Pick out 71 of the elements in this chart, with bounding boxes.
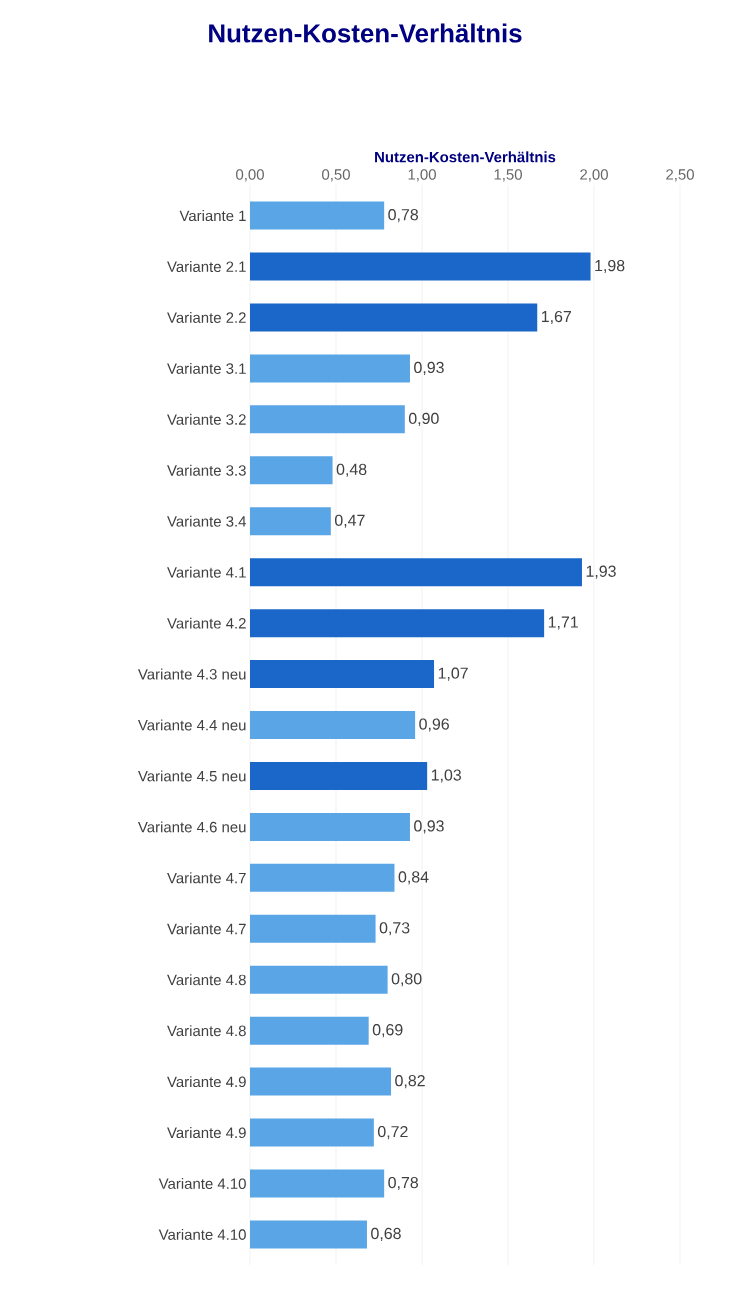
y-tick-label: Variante 4.9 <box>167 1127 246 1139</box>
y-tick-label: Variante 4.5 neu <box>137 770 246 782</box>
bar <box>250 914 376 943</box>
bar <box>250 711 416 740</box>
y-tick-label: Variante 3.2 <box>167 413 246 425</box>
chart-title: Nutzen-Kosten-Verhältnis <box>209 23 522 43</box>
bar <box>250 201 385 230</box>
data-label: 0,72 <box>377 1125 408 1140</box>
data-label: 1,07 <box>438 667 468 681</box>
bar <box>250 507 331 536</box>
data-label: 0,48 <box>336 463 367 477</box>
data-label: 0,84 <box>398 871 429 885</box>
bar <box>250 1067 392 1096</box>
bar <box>250 456 333 485</box>
bar <box>250 1220 367 1249</box>
y-tick-label: Variante 1 <box>179 210 246 222</box>
data-label: 0,80 <box>391 973 422 987</box>
data-label: 0,47 <box>334 514 365 528</box>
bar <box>250 965 388 994</box>
y-tick-label: Variante 2.1 <box>167 261 246 273</box>
data-label: 0,73 <box>379 922 410 936</box>
y-tick-label: Variante 4.4 neu <box>137 719 246 731</box>
bar <box>250 1016 369 1045</box>
bar <box>250 1169 385 1198</box>
y-tick-label: Variante 3.4 <box>167 515 247 527</box>
y-tick-label: Variante 3.1 <box>167 362 246 374</box>
bar <box>250 303 538 332</box>
data-label: 0,93 <box>414 361 444 375</box>
data-label: 0,93 <box>414 820 444 834</box>
x-tick-label: 0,50 <box>322 169 350 182</box>
bar <box>250 1118 374 1147</box>
data-label: 1,03 <box>431 769 461 783</box>
data-label: 0,78 <box>388 209 419 223</box>
data-label: 1,98 <box>595 259 625 274</box>
y-tick-label: Variante 4.10 <box>158 1228 246 1240</box>
bar <box>250 558 582 587</box>
x-tick-label: 2,00 <box>580 169 608 182</box>
data-label: 0,82 <box>395 1075 425 1089</box>
data-label: 0,96 <box>419 718 449 732</box>
y-tick-label: Variante 4.3 neu <box>137 668 246 680</box>
y-tick-label: Variante 4.6 neu <box>137 821 246 833</box>
data-label: 0,69 <box>372 1024 403 1038</box>
bar <box>250 252 591 281</box>
data-label: 0,68 <box>371 1227 401 1242</box>
x-tick-label: 0,00 <box>236 169 264 182</box>
data-label: 1,67 <box>541 310 571 325</box>
data-label: 0,78 <box>388 1176 419 1191</box>
bar <box>250 405 405 434</box>
y-tick-label: Variante 4.1 <box>167 566 246 578</box>
data-label: 0,90 <box>408 412 439 426</box>
y-tick-label: Variante 4.10 <box>158 1178 246 1189</box>
y-tick-label: Variante 4.8 <box>167 1025 246 1037</box>
bar <box>250 761 428 790</box>
data-label: 1,71 <box>548 616 578 630</box>
y-tick-label: Variante 4.9 <box>167 1076 246 1088</box>
bar <box>250 660 435 689</box>
y-tick-label: Variante 2.2 <box>167 311 246 323</box>
bar <box>250 812 410 841</box>
x-tick-label: 1,00 <box>408 169 436 182</box>
y-tick-label: Variante 4.8 <box>167 974 246 986</box>
y-tick-label: Variante 4.7 <box>167 923 246 935</box>
x-tick-label: 2,50 <box>666 169 694 182</box>
data-label: 1,93 <box>586 565 616 579</box>
y-tick-label: Variante 4.7 <box>167 872 246 884</box>
bar <box>250 354 410 383</box>
bar <box>250 609 545 638</box>
y-tick-label: Variante 4.2 <box>167 617 246 629</box>
y-tick-label: Variante 3.3 <box>167 464 246 476</box>
x-tick-label: 1,50 <box>494 169 522 182</box>
x-axis-title: Nutzen-Kosten-Verhältnis <box>375 151 556 163</box>
bar <box>250 863 395 892</box>
